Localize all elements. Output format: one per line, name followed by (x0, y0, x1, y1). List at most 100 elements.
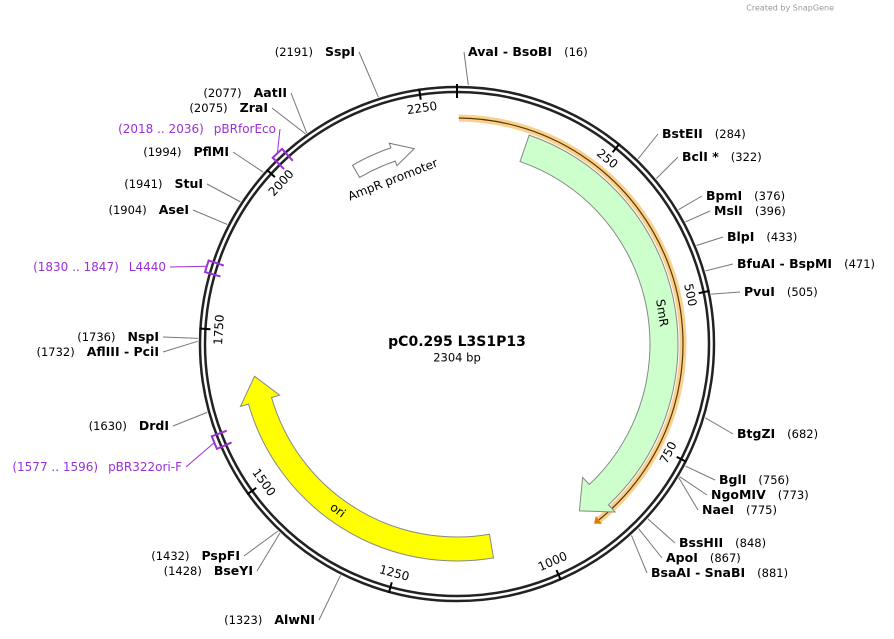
site-leader (647, 518, 676, 544)
site-position: (682) (787, 427, 818, 441)
site-position: (1432) (151, 549, 189, 563)
site-label: (1736) NspI (77, 329, 159, 344)
primer-label: (1830 .. 1847) L4440 (33, 260, 166, 274)
site-label: NaeI (775) (702, 502, 777, 517)
site-label: (2191) SspI (275, 44, 355, 59)
primer-leader (185, 442, 215, 468)
site-label: (2075) ZraI (189, 100, 268, 115)
site-position: (505) (787, 285, 818, 299)
site-label: (1630) DrdI (89, 418, 169, 433)
site-leader (630, 535, 648, 574)
site-name: NaeI (702, 502, 734, 517)
primer-mark (203, 259, 225, 278)
site-name: BpmI (706, 188, 742, 203)
site-position: (1904) (109, 203, 147, 217)
site-label: PvuI (505) (744, 284, 818, 299)
site-label: (1994) PflMI (143, 144, 229, 159)
site-position: (1428) (164, 564, 202, 578)
site-leader (678, 477, 699, 511)
site-name: BtgZI (737, 426, 775, 441)
feature-arrow (519, 134, 679, 513)
site-leader (206, 183, 241, 203)
site-leader (192, 209, 228, 225)
site-label: BlpI (433) (727, 229, 797, 244)
tick-mark (555, 569, 562, 581)
site-leader (463, 51, 469, 86)
site-leader (318, 575, 342, 621)
site-label: MslI (396) (714, 203, 786, 218)
tick-label: 500 (681, 282, 699, 307)
site-position: (471) (844, 257, 875, 271)
site-leader (679, 476, 708, 496)
primer-range: (1577 .. 1596) (12, 460, 98, 474)
site-leader (290, 92, 308, 134)
highlight-arrow (594, 515, 603, 524)
tick-mark (676, 455, 687, 463)
primer-mark (271, 147, 294, 170)
site-name: PflMI (193, 144, 229, 159)
site-name: BstEII (662, 126, 703, 141)
primer-name: pBR322ori-F (108, 460, 182, 474)
site-position: (881) (757, 566, 788, 580)
site-leader (711, 291, 741, 295)
site-name: ZraI (240, 100, 268, 115)
site-position: (2075) (189, 101, 227, 115)
site-label: BglI (756) (719, 472, 789, 487)
site-position: (1736) (77, 330, 115, 344)
feature-label: SmR (653, 298, 671, 327)
site-label: NgoMIV (773) (711, 487, 809, 502)
feature-arrow (351, 142, 416, 179)
site-label: BclI * (322) (682, 149, 762, 164)
site-name: DrdI (139, 418, 169, 433)
site-position: (322) (731, 150, 762, 164)
site-label: (1323) AlwNI (224, 612, 315, 627)
site-label: ApoI (867) (666, 550, 741, 565)
site-name: NgoMIV (711, 487, 766, 502)
site-name: ApoI (666, 550, 698, 565)
site-leader (705, 263, 734, 272)
site-name: BfuAI - BspMI (737, 256, 832, 271)
primer-range: (1830 .. 1847) (33, 260, 119, 274)
site-label: (1732) AflIII - PciI (36, 344, 159, 359)
watermark: Created by SnapGene (746, 4, 834, 13)
tick-label: 1750 (211, 314, 227, 345)
plasmid-length: 2304 bp (433, 351, 481, 365)
site-label: BtgZI (682) (737, 426, 818, 441)
site-position: (756) (758, 473, 789, 487)
site-position: (16) (564, 45, 588, 59)
site-name: AflIII - PciI (87, 344, 159, 359)
tick-mark (698, 289, 710, 295)
site-position: (1994) (143, 145, 181, 159)
site-label: (1432) PspFI (151, 548, 240, 563)
site-name: BsaAI - SnaBI (651, 565, 745, 580)
site-leader (685, 210, 711, 223)
site-name: AatII (254, 85, 287, 100)
site-label: (1428) BseYI (164, 563, 253, 578)
site-position: (433) (766, 230, 797, 244)
primer-name: L4440 (129, 260, 166, 274)
site-leader (172, 411, 208, 427)
site-name: BclI * (682, 149, 719, 164)
site-name: SspI (325, 44, 355, 59)
site-position: (773) (778, 488, 809, 502)
site-position: (1732) (36, 345, 74, 359)
site-leader (256, 532, 281, 572)
site-position: (1630) (89, 419, 127, 433)
primer-label: (1577 .. 1596) pBR322ori-F (12, 460, 182, 474)
site-label: BstEII (284) (662, 126, 746, 141)
site-name: AseI (159, 202, 189, 217)
site-position: (1323) (224, 613, 262, 627)
site-leader (696, 236, 724, 247)
site-position: (396) (755, 204, 786, 218)
site-leader (705, 417, 734, 435)
site-name: BssHII (679, 535, 723, 550)
site-name: BglI (719, 472, 746, 487)
site-leader (655, 156, 679, 179)
tick-mark (246, 487, 257, 496)
site-position: (2077) (203, 86, 241, 100)
site-leader (232, 151, 264, 173)
primer-name: pBRforEco (214, 122, 276, 136)
tick-label: 2250 (406, 99, 438, 117)
site-name: AvaI - BsoBI (468, 44, 552, 59)
primer-mark (210, 429, 232, 451)
